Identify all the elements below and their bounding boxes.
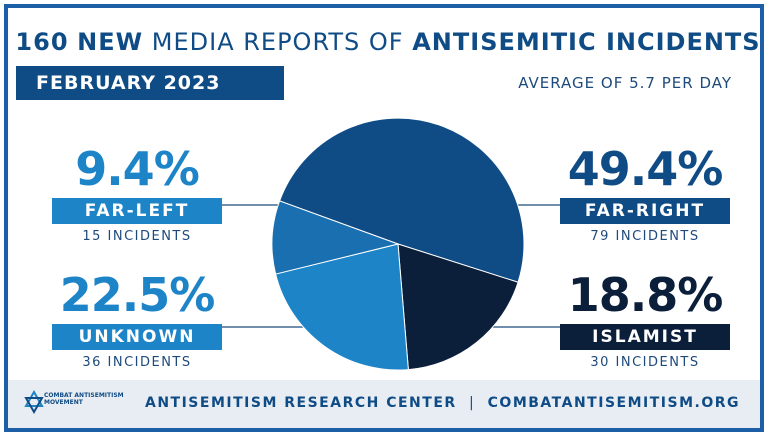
infographic-frame: 160 NEW MEDIA REPORTS OF ANTISEMITIC INC… (4, 4, 764, 432)
research-center: ANTISEMITISM RESEARCH CENTER (145, 395, 457, 411)
slice-block-islamist: 18.8% ISLAMIST 30 INCIDENTS (560, 270, 730, 370)
average-per-day: AVERAGE OF 5.7 PER DAY (518, 74, 732, 92)
far-right-count: 79 INCIDENTS (590, 229, 700, 244)
star-of-david-icon (24, 389, 44, 415)
slice-far-left (271, 200, 400, 275)
date-banner: FEBRUARY 2023 (16, 66, 284, 100)
title-new: NEW (77, 28, 144, 56)
logo-text: COMBAT ANTISEMITISM MOVEMENT (44, 392, 124, 406)
slice-unknown (275, 243, 409, 371)
page-title: 160 NEW MEDIA REPORTS OF ANTISEMITIC INC… (8, 28, 761, 56)
slice-block-unknown: 22.5% UNKNOWN 36 INCIDENTS (52, 270, 222, 370)
islamist-percent: 18.8% (567, 268, 724, 322)
unknown-percent: 22.5% (59, 268, 216, 322)
slice-far-right (278, 117, 525, 283)
far-right-label: FAR-RIGHT (560, 198, 730, 224)
far-left-percent: 9.4% (75, 142, 200, 196)
islamist-label: ISLAMIST (560, 324, 730, 350)
website-link[interactable]: COMBATANTISEMITISM.ORG (487, 395, 740, 411)
footer-bar: COMBAT ANTISEMITISM MOVEMENT ANTISEMITIS… (8, 380, 760, 428)
unknown-label: UNKNOWN (52, 324, 222, 350)
unknown-count: 36 INCIDENTS (82, 355, 192, 370)
far-left-label: FAR-LEFT (52, 198, 222, 224)
title-topic: ANTISEMITIC INCIDENTS (412, 28, 761, 56)
islamist-count: 30 INCIDENTS (590, 355, 700, 370)
footer-credits: ANTISEMITISM RESEARCH CENTER | COMBATANT… (145, 395, 740, 411)
slice-islamist (397, 243, 519, 371)
far-left-count: 15 INCIDENTS (82, 229, 192, 244)
slice-block-far-right: 49.4% FAR-RIGHT 79 INCIDENTS (560, 144, 730, 244)
title-count: 160 (15, 28, 69, 56)
title-middle: MEDIA REPORTS OF (151, 28, 404, 56)
pie-chart (198, 117, 568, 371)
footer-separator: | (469, 395, 476, 411)
cam-logo[interactable]: COMBAT ANTISEMITISM MOVEMENT (24, 389, 124, 420)
far-right-percent: 49.4% (567, 142, 724, 196)
slice-block-far-left: 9.4% FAR-LEFT 15 INCIDENTS (52, 144, 222, 244)
